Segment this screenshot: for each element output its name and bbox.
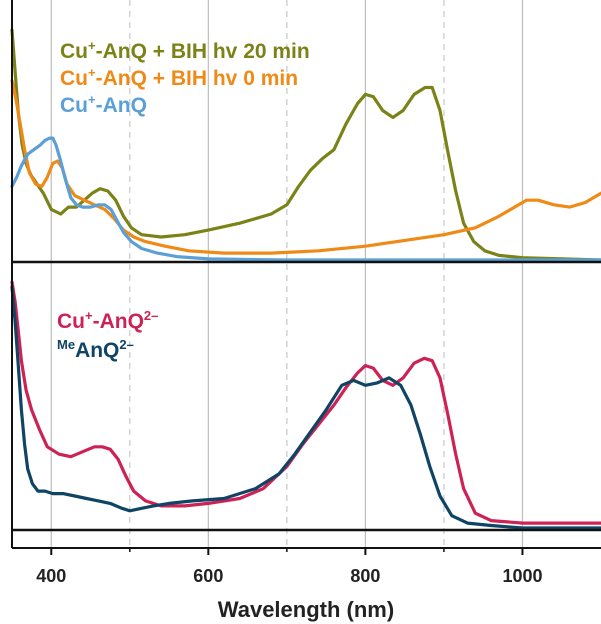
- bottom-panel-legend: Cu+-AnQ2– MeAnQ2–: [57, 308, 158, 362]
- top-panel-curves: [10, 28, 601, 262]
- legend-entry-top-0: Cu+-AnQ + BIH hv 20 min: [60, 38, 310, 63]
- series-line-bottom-1: [10, 285, 601, 530]
- series-line-top-1: [10, 79, 601, 255]
- legend-entry-top-2: Cu+-AnQ: [60, 92, 147, 117]
- x-tick-label-1000: 1000: [502, 566, 542, 586]
- vertical-gridlines: [50, 0, 524, 548]
- series-line-bottom-0: [10, 280, 601, 525]
- legend-entry-top-1: Cu+-AnQ + BIH hv 0 min: [60, 65, 298, 90]
- x-axis-tick-labels: 400 600 800 1000: [36, 566, 542, 586]
- x-tick-label-400: 400: [36, 566, 66, 586]
- x-tick-label-600: 600: [193, 566, 223, 586]
- x-tick-label-800: 800: [350, 566, 380, 586]
- x-axis-title: Wavelength (nm): [218, 597, 394, 622]
- legend-entry-bottom-0: Cu+-AnQ2–: [57, 308, 158, 333]
- legend-entry-bottom-1: MeAnQ2–: [57, 337, 134, 362]
- bottom-panel-curves: [10, 280, 601, 530]
- series-line-top-0: [10, 28, 601, 262]
- series-line-top-2: [10, 136, 601, 262]
- x-axis-ticks: [50, 548, 524, 555]
